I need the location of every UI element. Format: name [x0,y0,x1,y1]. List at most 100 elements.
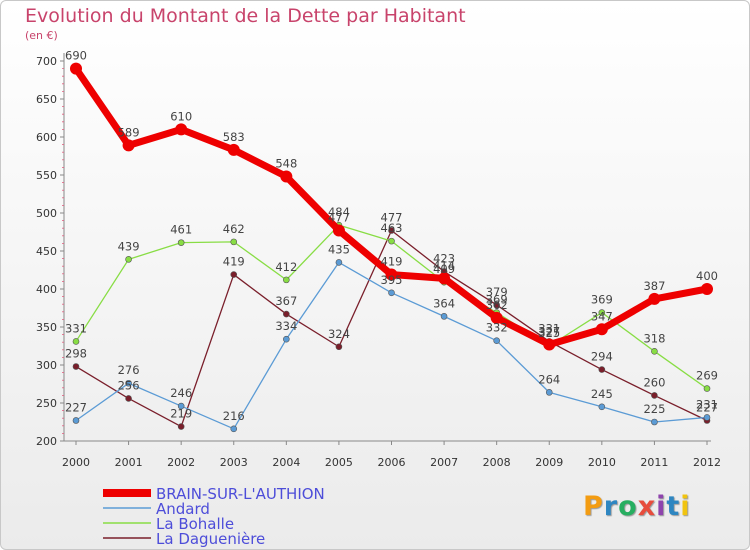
data-label: 364 [433,296,455,310]
x-tick-label: 2002 [167,456,195,469]
data-point [598,403,606,411]
data-label: 318 [643,331,665,345]
data-point [230,238,238,246]
data-label: 298 [65,347,87,361]
y-tick-label: 200 [36,435,57,448]
data-point [283,310,290,318]
x-tick-label: 2000 [62,456,90,469]
data-label: 324 [328,327,350,341]
data-label: 367 [275,294,297,308]
legend-label: La Daguenière [156,530,265,548]
series-line [75,261,708,430]
x-tick-label: 2003 [220,456,248,469]
data-label: 264 [538,372,560,386]
x-tick-label: 2004 [272,456,300,469]
series-line [75,224,708,390]
chart-unit: (en €) [25,29,58,42]
data-label: 583 [223,130,245,144]
data-point [72,417,80,424]
data-point [332,224,345,237]
data-label: 225 [643,402,665,416]
data-point [125,256,132,263]
data-label: 219 [170,407,192,421]
data-label: 461 [170,223,192,237]
x-tick-label: 2008 [483,456,511,469]
data-label: 477 [381,210,403,224]
x-tick-label: 2005 [325,456,353,469]
data-point [283,335,290,343]
data-point [648,292,661,305]
data-point [122,139,135,152]
data-label: 369 [591,293,613,307]
data-point [125,395,132,402]
logo-letter: o [618,491,638,522]
logo-letter: i [656,491,667,522]
data-point [598,309,606,316]
data-label: 260 [643,375,665,389]
data-label: 548 [275,157,297,171]
data-label: 387 [643,279,665,293]
data-label: 400 [696,269,718,283]
logo-letter: i [680,491,691,522]
data-label: 463 [381,221,403,235]
y-tick-label: 650 [36,93,57,106]
y-tick-label: 300 [36,359,57,372]
data-label: 409 [433,262,455,276]
data-label: 334 [275,319,297,333]
data-point [493,301,500,309]
data-point [651,392,658,399]
logo-letter: r [603,491,619,522]
data-label: 216 [223,409,245,423]
data-label: 269 [696,369,718,383]
logo-letter: P [583,491,604,522]
data-label: 395 [381,273,403,287]
x-tick-label: 2009 [535,456,563,469]
data-label: 484 [328,205,350,219]
y-tick-label: 700 [36,55,57,68]
x-tick-label: 2010 [588,456,616,469]
data-point [72,363,80,370]
data-point [335,343,343,351]
data-point [70,62,82,75]
proxiti-logo: Proxiti [583,491,691,522]
data-label: 690 [65,49,87,63]
data-label: 419 [223,255,245,269]
x-tick-label: 2012 [693,456,721,469]
data-label: 327 [538,324,560,338]
data-point [388,227,395,234]
y-tick-label: 500 [36,207,57,220]
data-point [388,289,395,297]
data-point [230,425,238,433]
data-label: 332 [486,321,508,335]
data-point [72,338,80,345]
logo-letter: x [637,491,657,522]
data-label: 439 [118,239,140,253]
data-label: 231 [696,397,718,411]
data-point [230,271,238,278]
y-tick-label: 450 [36,245,57,258]
data-label: 227 [65,400,87,414]
data-label: 423 [433,252,455,266]
data-point [283,276,290,284]
data-point [651,418,658,426]
data-point [388,237,395,245]
x-tick-label: 2006 [378,456,406,469]
data-label: 610 [170,109,192,123]
data-point [543,338,556,351]
legend-label: BRAIN-SUR-L'AUTHION [156,485,325,503]
legend-label: La Bohalle [156,515,234,533]
data-point [703,385,711,392]
data-label: 294 [591,350,613,364]
data-point [125,379,132,387]
data-point [701,283,713,295]
data-point [438,272,451,285]
data-label: 325 [538,326,560,340]
data-label: 227 [696,400,718,414]
y-tick-label: 350 [36,321,57,334]
data-label: 245 [591,387,613,401]
data-point [335,259,343,266]
data-label: 589 [118,125,140,139]
logo-letter: t [666,491,681,522]
chart-title: Evolution du Montant de la Dette par Hab… [25,5,466,27]
